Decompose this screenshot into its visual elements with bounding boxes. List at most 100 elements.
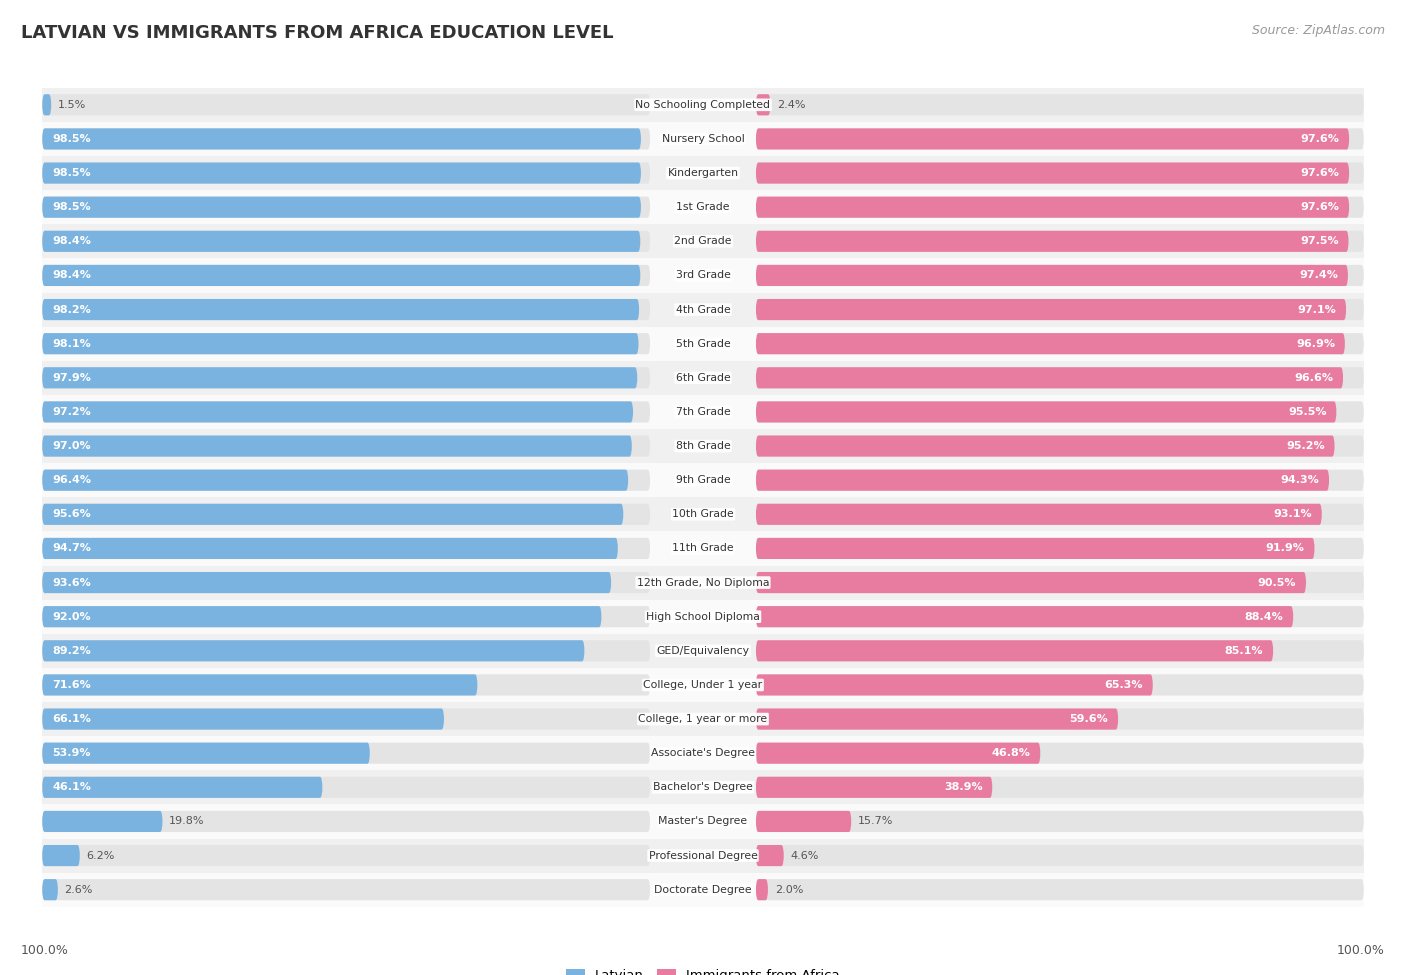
Text: 98.5%: 98.5% [52,134,91,144]
Legend: Latvian, Immigrants from Africa: Latvian, Immigrants from Africa [567,969,839,975]
FancyBboxPatch shape [756,777,993,798]
Text: 94.3%: 94.3% [1281,475,1319,486]
FancyBboxPatch shape [756,163,1364,183]
Text: 2nd Grade: 2nd Grade [675,236,731,247]
Text: 46.1%: 46.1% [52,782,91,793]
FancyBboxPatch shape [42,402,633,422]
FancyBboxPatch shape [756,675,1153,695]
Bar [42,668,1364,702]
Text: 8th Grade: 8th Grade [676,441,730,451]
FancyBboxPatch shape [42,368,650,388]
FancyBboxPatch shape [756,299,1346,320]
Text: 98.4%: 98.4% [52,236,91,247]
Text: 100.0%: 100.0% [21,944,69,957]
Text: Nursery School: Nursery School [662,134,744,144]
FancyBboxPatch shape [42,197,641,217]
FancyBboxPatch shape [756,470,1329,490]
FancyBboxPatch shape [42,231,650,252]
FancyBboxPatch shape [42,299,640,320]
Text: Doctorate Degree: Doctorate Degree [654,884,752,895]
Text: 19.8%: 19.8% [169,816,205,827]
Bar [42,224,1364,258]
Text: 92.0%: 92.0% [52,611,91,622]
Text: 6th Grade: 6th Grade [676,372,730,383]
Text: 98.5%: 98.5% [52,202,91,213]
FancyBboxPatch shape [42,368,637,388]
FancyBboxPatch shape [42,811,650,832]
Text: 96.9%: 96.9% [1296,338,1336,349]
Text: 96.6%: 96.6% [1295,372,1333,383]
Text: 71.6%: 71.6% [52,680,91,690]
FancyBboxPatch shape [42,538,650,559]
Text: 98.1%: 98.1% [52,338,91,349]
Text: Bachelor's Degree: Bachelor's Degree [652,782,754,793]
FancyBboxPatch shape [756,709,1364,729]
FancyBboxPatch shape [756,572,1364,593]
FancyBboxPatch shape [756,504,1322,525]
Text: 97.9%: 97.9% [52,372,91,383]
FancyBboxPatch shape [42,606,650,627]
Bar [42,770,1364,804]
FancyBboxPatch shape [756,436,1364,456]
FancyBboxPatch shape [42,879,58,900]
Text: 65.3%: 65.3% [1105,680,1143,690]
FancyBboxPatch shape [756,402,1337,422]
FancyBboxPatch shape [42,163,641,183]
Bar [42,258,1364,292]
FancyBboxPatch shape [42,265,650,286]
Text: 6.2%: 6.2% [87,850,115,861]
FancyBboxPatch shape [756,504,1364,525]
FancyBboxPatch shape [756,299,1364,320]
Text: 2.0%: 2.0% [775,884,803,895]
Text: 9th Grade: 9th Grade [676,475,730,486]
FancyBboxPatch shape [756,265,1364,286]
Bar [42,531,1364,565]
Bar [42,497,1364,531]
Text: 2.6%: 2.6% [65,884,93,895]
Text: 97.6%: 97.6% [1301,168,1340,178]
Text: Kindergarten: Kindergarten [668,168,738,178]
FancyBboxPatch shape [42,129,650,149]
Text: 10th Grade: 10th Grade [672,509,734,520]
FancyBboxPatch shape [756,606,1364,627]
FancyBboxPatch shape [42,402,650,422]
Text: LATVIAN VS IMMIGRANTS FROM AFRICA EDUCATION LEVEL: LATVIAN VS IMMIGRANTS FROM AFRICA EDUCAT… [21,24,613,42]
FancyBboxPatch shape [42,845,80,866]
FancyBboxPatch shape [42,777,650,798]
Bar [42,463,1364,497]
FancyBboxPatch shape [42,470,650,490]
FancyBboxPatch shape [42,777,322,798]
FancyBboxPatch shape [42,641,650,661]
Text: High School Diploma: High School Diploma [647,611,759,622]
Bar [42,88,1364,122]
Text: Source: ZipAtlas.com: Source: ZipAtlas.com [1251,24,1385,37]
FancyBboxPatch shape [756,163,1350,183]
Text: 53.9%: 53.9% [52,748,90,759]
FancyBboxPatch shape [756,879,768,900]
FancyBboxPatch shape [756,538,1364,559]
FancyBboxPatch shape [756,231,1348,252]
FancyBboxPatch shape [756,709,1118,729]
FancyBboxPatch shape [756,333,1364,354]
FancyBboxPatch shape [756,743,1364,763]
Bar [42,327,1364,361]
Bar [42,361,1364,395]
FancyBboxPatch shape [42,879,650,900]
Bar [42,873,1364,907]
FancyBboxPatch shape [42,436,631,456]
Text: 85.1%: 85.1% [1225,645,1264,656]
Bar [42,395,1364,429]
FancyBboxPatch shape [42,675,478,695]
Text: 97.4%: 97.4% [1299,270,1339,281]
FancyBboxPatch shape [756,845,783,866]
FancyBboxPatch shape [42,197,650,217]
Text: 1.5%: 1.5% [58,99,86,110]
Bar [42,292,1364,327]
FancyBboxPatch shape [756,811,1364,832]
Text: 95.6%: 95.6% [52,509,91,520]
Text: 15.7%: 15.7% [858,816,893,827]
FancyBboxPatch shape [756,95,770,115]
FancyBboxPatch shape [756,777,1364,798]
Bar [42,702,1364,736]
Text: 100.0%: 100.0% [1337,944,1385,957]
